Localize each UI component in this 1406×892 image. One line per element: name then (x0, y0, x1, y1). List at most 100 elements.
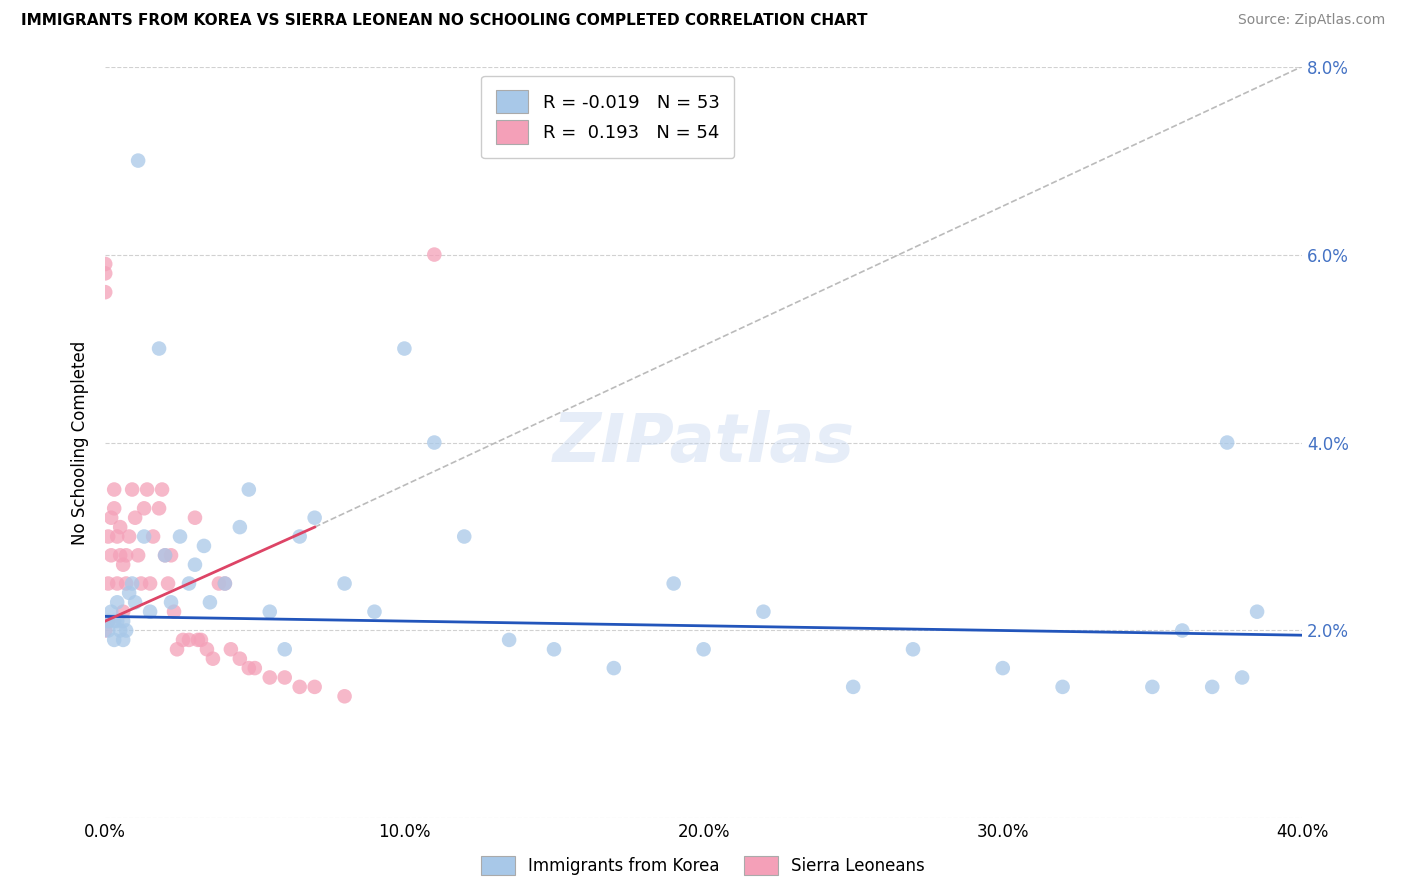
Point (193, 539, 215, 553)
Point (105, 576, 128, 591)
Point (214, 576, 236, 591)
Point (105, 595, 128, 609)
Point (103, 632, 125, 647)
Point (274, 642, 297, 657)
Point (1171, 624, 1194, 638)
Point (105, 614, 128, 628)
Point (139, 576, 162, 591)
Legend: R = -0.019   N = 53, R =  0.193   N = 54: R = -0.019 N = 53, R = 0.193 N = 54 (481, 76, 734, 158)
Point (103, 483, 125, 497)
Point (157, 576, 180, 591)
Point (94, 257, 117, 271)
Point (127, 549, 149, 563)
Point (124, 510, 146, 524)
Point (259, 671, 281, 685)
Point (423, 435, 446, 450)
Point (288, 680, 311, 694)
Point (169, 529, 191, 543)
Point (1052, 680, 1074, 694)
Point (103, 614, 125, 628)
Point (139, 605, 162, 619)
Point (214, 576, 236, 591)
Point (94, 285, 117, 300)
Point (115, 549, 138, 563)
Point (136, 483, 159, 497)
Point (288, 529, 311, 543)
Text: Source: ZipAtlas.com: Source: ZipAtlas.com (1237, 13, 1385, 28)
Point (100, 510, 122, 524)
Point (163, 605, 186, 619)
Text: ZIPatlas: ZIPatlas (553, 409, 855, 475)
Point (259, 605, 281, 619)
Point (243, 661, 266, 675)
Point (112, 614, 135, 628)
Point (97, 614, 120, 628)
Point (394, 342, 416, 356)
Point (97, 529, 120, 543)
Point (97, 576, 120, 591)
Point (363, 605, 385, 619)
Point (543, 642, 565, 657)
Point (108, 549, 131, 563)
Point (132, 501, 155, 516)
Point (177, 576, 200, 591)
Point (100, 605, 122, 619)
Point (94, 266, 117, 280)
Point (148, 342, 170, 356)
Point (112, 605, 135, 619)
Point (184, 510, 207, 524)
Point (333, 690, 356, 704)
Point (112, 558, 135, 572)
Point (304, 680, 326, 694)
Point (177, 632, 200, 647)
Point (198, 595, 221, 609)
Point (1216, 435, 1239, 450)
Point (1142, 680, 1164, 694)
Point (184, 558, 207, 572)
Point (991, 661, 1014, 675)
Point (142, 529, 165, 543)
Point (121, 483, 143, 497)
Point (603, 661, 626, 675)
Point (190, 632, 212, 647)
Point (229, 520, 252, 534)
Point (219, 642, 242, 657)
Point (153, 549, 176, 563)
Point (118, 529, 141, 543)
Point (752, 605, 775, 619)
Point (115, 576, 138, 591)
Point (97, 614, 120, 628)
Point (160, 549, 183, 563)
Point (148, 501, 170, 516)
Point (238, 483, 260, 497)
Point (108, 624, 131, 638)
Point (129, 576, 152, 591)
Point (160, 595, 183, 609)
Point (105, 529, 128, 543)
Point (100, 549, 122, 563)
Point (1230, 671, 1253, 685)
Point (115, 624, 138, 638)
Point (201, 651, 224, 665)
Point (187, 632, 209, 647)
Point (238, 661, 260, 675)
Point (172, 632, 194, 647)
Point (132, 529, 155, 543)
Point (103, 501, 125, 516)
Point (150, 483, 173, 497)
Point (498, 632, 520, 647)
Point (1246, 605, 1268, 619)
Point (1201, 680, 1223, 694)
Point (124, 595, 146, 609)
Point (842, 680, 865, 694)
Point (333, 576, 356, 591)
Point (692, 642, 714, 657)
Point (108, 520, 131, 534)
Legend: Immigrants from Korea, Sierra Leoneans: Immigrants from Korea, Sierra Leoneans (472, 847, 934, 884)
Point (662, 576, 685, 591)
Point (453, 529, 475, 543)
Point (112, 632, 135, 647)
Point (121, 576, 143, 591)
Y-axis label: No Schooling Completed: No Schooling Completed (72, 341, 89, 545)
Point (901, 642, 924, 657)
